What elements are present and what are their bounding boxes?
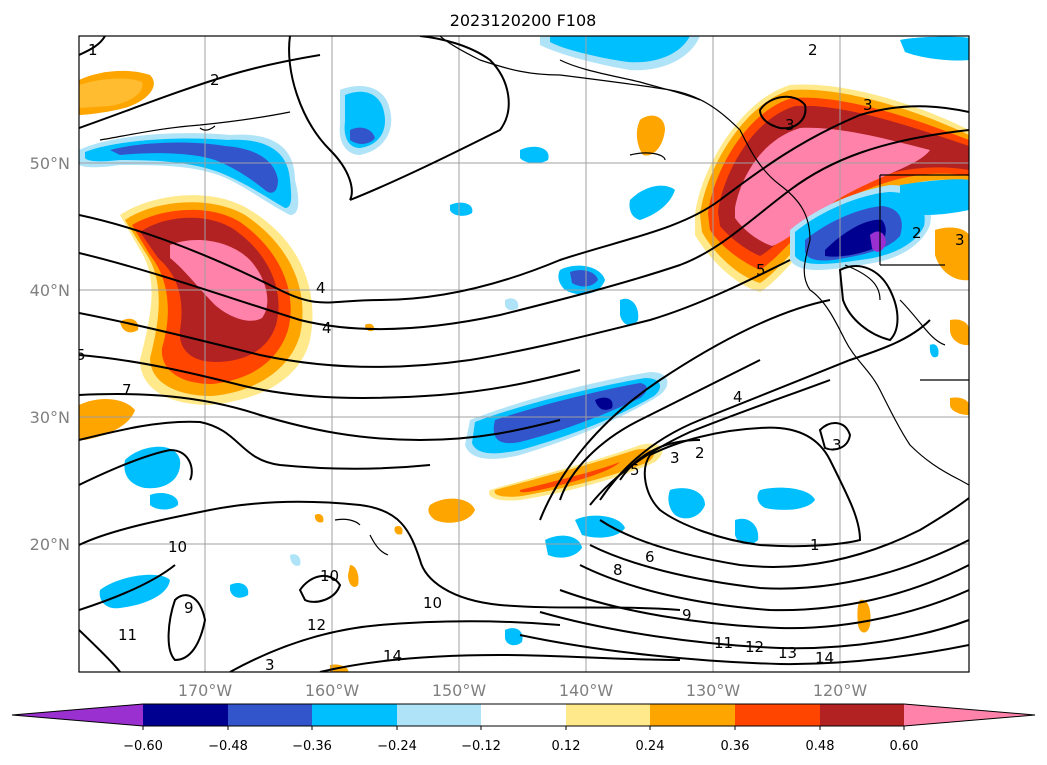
colorbar-segment: [312, 704, 397, 726]
lat-label: 30°N: [30, 408, 70, 427]
colorbar-tick-label: −0.48: [208, 739, 248, 754]
lon-label: 130°W: [686, 681, 741, 700]
contour-label: 2: [912, 224, 922, 242]
colorbar-tick-label: −0.12: [461, 739, 501, 754]
colorbar-tick-label: 0.24: [636, 739, 665, 754]
coastlines: [99, 36, 969, 556]
contour-label: 10: [168, 538, 187, 556]
contour-label: 12: [745, 638, 764, 656]
contour-label: 5: [756, 261, 766, 279]
colorbar-tick-label: −0.24: [377, 739, 417, 754]
contour-label: 2: [695, 444, 705, 462]
contour-label: 14: [815, 649, 834, 667]
contour-label: 11: [118, 626, 137, 644]
map-frame: [78, 35, 970, 673]
colorbar-segment: [650, 704, 735, 726]
contour-label: 5: [76, 346, 86, 364]
contour-label: 5: [630, 461, 640, 479]
contour-label: 8: [613, 561, 623, 579]
lon-label: 170°W: [178, 681, 233, 700]
positive-anomaly-northeast: [636, 84, 969, 415]
map-area: 1 2 3 4 3 2 2 3 4 5 7 10 10 10 9 11 12 1…: [76, 36, 969, 674]
colorbar-segment: [735, 704, 820, 726]
contour-label: 4: [733, 388, 743, 406]
contour-labels: 1 2 3 4 3 2 2 3 4 5 7 10 10 10 9 11 12 1…: [76, 41, 965, 674]
colorbar-segment: [566, 704, 650, 726]
contour-label: 11: [714, 634, 733, 652]
contour-lines: [79, 36, 969, 672]
colorbar-tick-label: 0.36: [721, 739, 750, 754]
contour-label: 2: [210, 71, 220, 89]
contour-label: 13: [778, 644, 797, 662]
positive-anomaly-west: [79, 70, 313, 440]
colorbar: [11, 703, 1036, 730]
contour-label: 4: [322, 319, 332, 337]
lat-label: 40°N: [30, 281, 70, 300]
contour-label: 2: [808, 41, 818, 59]
colorbar-tick-label: 0.60: [890, 739, 919, 754]
contour-label: 4: [316, 279, 326, 297]
contour-label: 1: [810, 536, 820, 554]
colorbar-ticks: −0.60 −0.48 −0.36 −0.24 −0.12 0.12 0.24 …: [123, 739, 918, 754]
colorbar-tick-label: −0.36: [292, 739, 332, 754]
contour-label: 14: [383, 647, 402, 665]
colorbar-extend-high: [904, 704, 1035, 726]
contour-label: 10: [423, 594, 442, 612]
contour-label: 12: [307, 616, 326, 634]
contour-label: 6: [645, 548, 655, 566]
colorbar-tick-label: 0.48: [806, 739, 835, 754]
contour-label: 3: [832, 436, 842, 454]
contour-label: 3: [265, 656, 275, 674]
contour-label: 9: [184, 599, 194, 617]
colorbar-extend-low: [12, 704, 143, 726]
lat-label: 20°N: [30, 535, 70, 554]
lon-label: 140°W: [559, 681, 614, 700]
colorbar-segment: [228, 704, 312, 726]
lat-label: 50°N: [30, 154, 70, 173]
latitude-labels: 50°N 40°N 30°N 20°N: [30, 154, 70, 554]
map-title: 2023120200 F108: [450, 11, 597, 30]
contour-label: 3: [785, 116, 795, 134]
colorbar-segment: [143, 704, 228, 726]
lon-label: 150°W: [432, 681, 487, 700]
contour-label: 7: [122, 381, 132, 399]
longitude-labels: 170°W 160°W 150°W 140°W 130°W 120°W: [178, 681, 868, 700]
colorbar-tick-label: −0.60: [123, 739, 163, 754]
contour-label: 10: [320, 567, 339, 585]
lon-label: 160°W: [305, 681, 360, 700]
colorbar-segment: [397, 704, 481, 726]
colorbar-segment: [481, 704, 566, 726]
colorbar-segment: [820, 704, 904, 726]
contour-label: 3: [863, 96, 873, 114]
contour-label: 3: [955, 231, 965, 249]
contour-label: 3: [670, 449, 680, 467]
lon-label: 120°W: [813, 681, 868, 700]
contour-label: 9: [682, 606, 692, 624]
contour-label: 1: [88, 41, 98, 59]
colorbar-tick-label: 0.12: [552, 739, 581, 754]
graticule: [79, 36, 969, 672]
negative-anomalies: [79, 36, 969, 646]
